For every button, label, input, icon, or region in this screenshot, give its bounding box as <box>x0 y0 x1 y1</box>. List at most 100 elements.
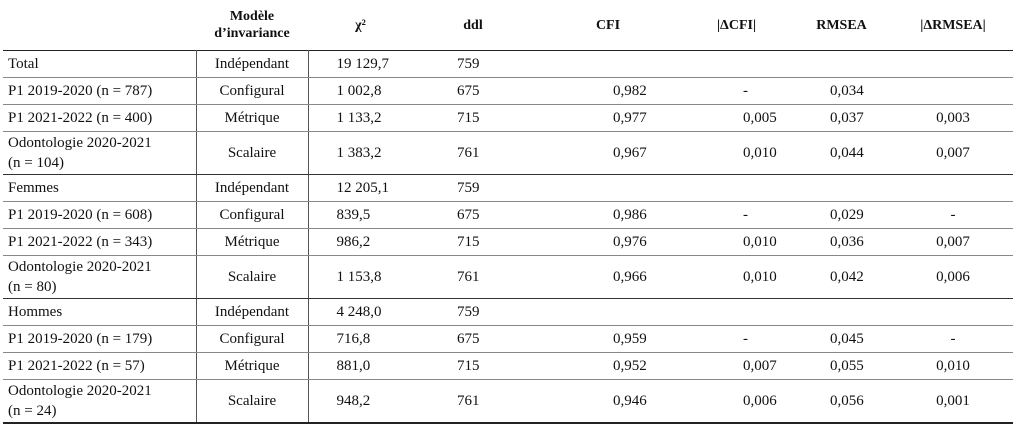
delta-cfi-cell <box>683 298 790 326</box>
header-chi2: χ² <box>355 17 366 33</box>
table-row: P1 2021-2022 (n = 400) Métrique 1 133,2 … <box>3 104 1013 132</box>
rmsea-cell: 0,055 <box>790 352 893 380</box>
chi2-cell: 4 248,0 <box>308 298 413 326</box>
row-label-line1: Odontologie 2020-2021 <box>8 259 152 275</box>
ddl-cell: 759 <box>413 50 533 78</box>
header-model-line1: Modèle <box>229 9 275 24</box>
chi2-cell: 948,2 <box>308 379 413 424</box>
row-label: Femmes <box>3 174 196 202</box>
ddl-cell: 759 <box>413 298 533 326</box>
model-cell: Indépendant <box>195 174 309 202</box>
row-label: P1 2019-2020 (n = 179) <box>3 325 196 353</box>
delta-rmsea-cell <box>893 174 1013 202</box>
row-label-line2: (n = 104) <box>8 155 64 171</box>
table-row: P1 2019-2020 (n = 179) Configural 716,8 … <box>3 325 1013 353</box>
row-label: Odontologie 2020-2021 (n = 24) <box>3 379 196 424</box>
delta-rmsea-cell: 0,003 <box>893 104 1013 132</box>
ddl-cell: 715 <box>413 352 533 380</box>
model-cell: Configural <box>195 201 309 229</box>
header-rmsea: RMSEA <box>816 17 867 33</box>
rmsea-cell: 0,034 <box>790 77 893 105</box>
delta-rmsea-cell: 0,006 <box>893 255 1013 299</box>
header-delta-rmsea: |ΔRMSEA| <box>920 17 986 33</box>
delta-rmsea-cell: - <box>893 325 1013 353</box>
table-row: Hommes Indépendant 4 248,0 759 <box>3 298 1013 326</box>
delta-rmsea-cell: 0,007 <box>893 131 1013 175</box>
delta-cfi-cell: 0,010 <box>683 131 790 175</box>
chi2-cell: 986,2 <box>308 228 413 256</box>
table-row: P1 2021-2022 (n = 57) Métrique 881,0 715… <box>3 352 1013 380</box>
table-row: Total Indépendant 19 129,7 759 <box>3 50 1013 78</box>
table-row: Odontologie 2020-2021 (n = 24) Scalaire 9… <box>3 379 1013 424</box>
chi2-cell: 19 129,7 <box>308 50 413 78</box>
model-cell: Métrique <box>195 228 309 256</box>
model-cell: Métrique <box>195 104 309 132</box>
delta-rmsea-cell: 0,007 <box>893 228 1013 256</box>
chi2-cell: 1 002,8 <box>308 77 413 105</box>
cfi-cell: 0,986 <box>533 201 683 229</box>
row-label: P1 2021-2022 (n = 400) <box>3 104 196 132</box>
table-row: Odontologie 2020-2021 (n = 104) Scalaire … <box>3 131 1013 175</box>
header-delta-cfi: |ΔCFI| <box>716 17 757 33</box>
rmsea-cell: 0,029 <box>790 201 893 229</box>
rmsea-cell: 0,037 <box>790 104 893 132</box>
rmsea-cell: 0,045 <box>790 325 893 353</box>
rmsea-cell <box>790 174 893 202</box>
cfi-cell: 0,977 <box>533 104 683 132</box>
chi2-cell: 1 153,8 <box>308 255 413 299</box>
rmsea-cell <box>790 50 893 78</box>
rmsea-cell: 0,036 <box>790 228 893 256</box>
header-model-line2: d’invariance <box>214 26 290 41</box>
row-label-line2: (n = 80) <box>8 279 57 295</box>
cfi-cell: 0,982 <box>533 77 683 105</box>
chi2-cell: 1 383,2 <box>308 131 413 175</box>
cfi-cell: 0,946 <box>533 379 683 424</box>
ddl-cell: 761 <box>413 255 533 299</box>
delta-cfi-cell: - <box>683 201 790 229</box>
model-cell: Indépendant <box>195 298 309 326</box>
cfi-cell: 0,959 <box>533 325 683 353</box>
model-cell: Indépendant <box>195 50 309 78</box>
delta-cfi-cell: - <box>683 77 790 105</box>
row-label: Hommes <box>3 298 196 326</box>
row-label-line1: Odontologie 2020-2021 <box>8 135 152 151</box>
cfi-cell: 0,967 <box>533 131 683 175</box>
row-label: Total <box>3 50 196 78</box>
cfi-cell <box>533 174 683 202</box>
table-row: P1 2019-2020 (n = 787) Configural 1 002,… <box>3 77 1013 105</box>
header-row: Modèle d’invariance χ² ddl CFI |ΔCFI| RMS… <box>3 0 1013 51</box>
delta-cfi-cell <box>683 50 790 78</box>
row-label: P1 2021-2022 (n = 57) <box>3 352 196 380</box>
delta-rmsea-cell <box>893 77 1013 105</box>
model-cell: Scalaire <box>195 255 309 299</box>
cfi-cell: 0,976 <box>533 228 683 256</box>
row-label: Odontologie 2020-2021 (n = 104) <box>3 131 196 175</box>
ddl-cell: 675 <box>413 325 533 353</box>
cfi-cell <box>533 50 683 78</box>
chi2-cell: 716,8 <box>308 325 413 353</box>
row-label: P1 2021-2022 (n = 343) <box>3 228 196 256</box>
row-label-line1: Odontologie 2020-2021 <box>8 383 152 399</box>
header-blank <box>3 0 196 51</box>
rmsea-cell: 0,044 <box>790 131 893 175</box>
table-row: Femmes Indépendant 12 205,1 759 <box>3 174 1013 202</box>
cfi-cell: 0,966 <box>533 255 683 299</box>
model-cell: Scalaire <box>195 379 309 424</box>
rmsea-cell: 0,042 <box>790 255 893 299</box>
cfi-cell: 0,952 <box>533 352 683 380</box>
model-cell: Scalaire <box>195 131 309 175</box>
header-model: Modèle d’invariance <box>196 0 308 51</box>
delta-rmsea-cell: - <box>893 201 1013 229</box>
delta-cfi-cell: 0,005 <box>683 104 790 132</box>
header-cfi: CFI <box>595 17 621 33</box>
cfi-cell <box>533 298 683 326</box>
chi2-cell: 839,5 <box>308 201 413 229</box>
ddl-cell: 715 <box>413 104 533 132</box>
header-ddl: ddl <box>463 17 483 33</box>
delta-cfi-cell: 0,006 <box>683 379 790 424</box>
ddl-cell: 761 <box>413 131 533 175</box>
table-row: Odontologie 2020-2021 (n = 80) Scalaire 1… <box>3 255 1013 299</box>
delta-rmsea-cell <box>893 50 1013 78</box>
model-cell: Métrique <box>195 352 309 380</box>
